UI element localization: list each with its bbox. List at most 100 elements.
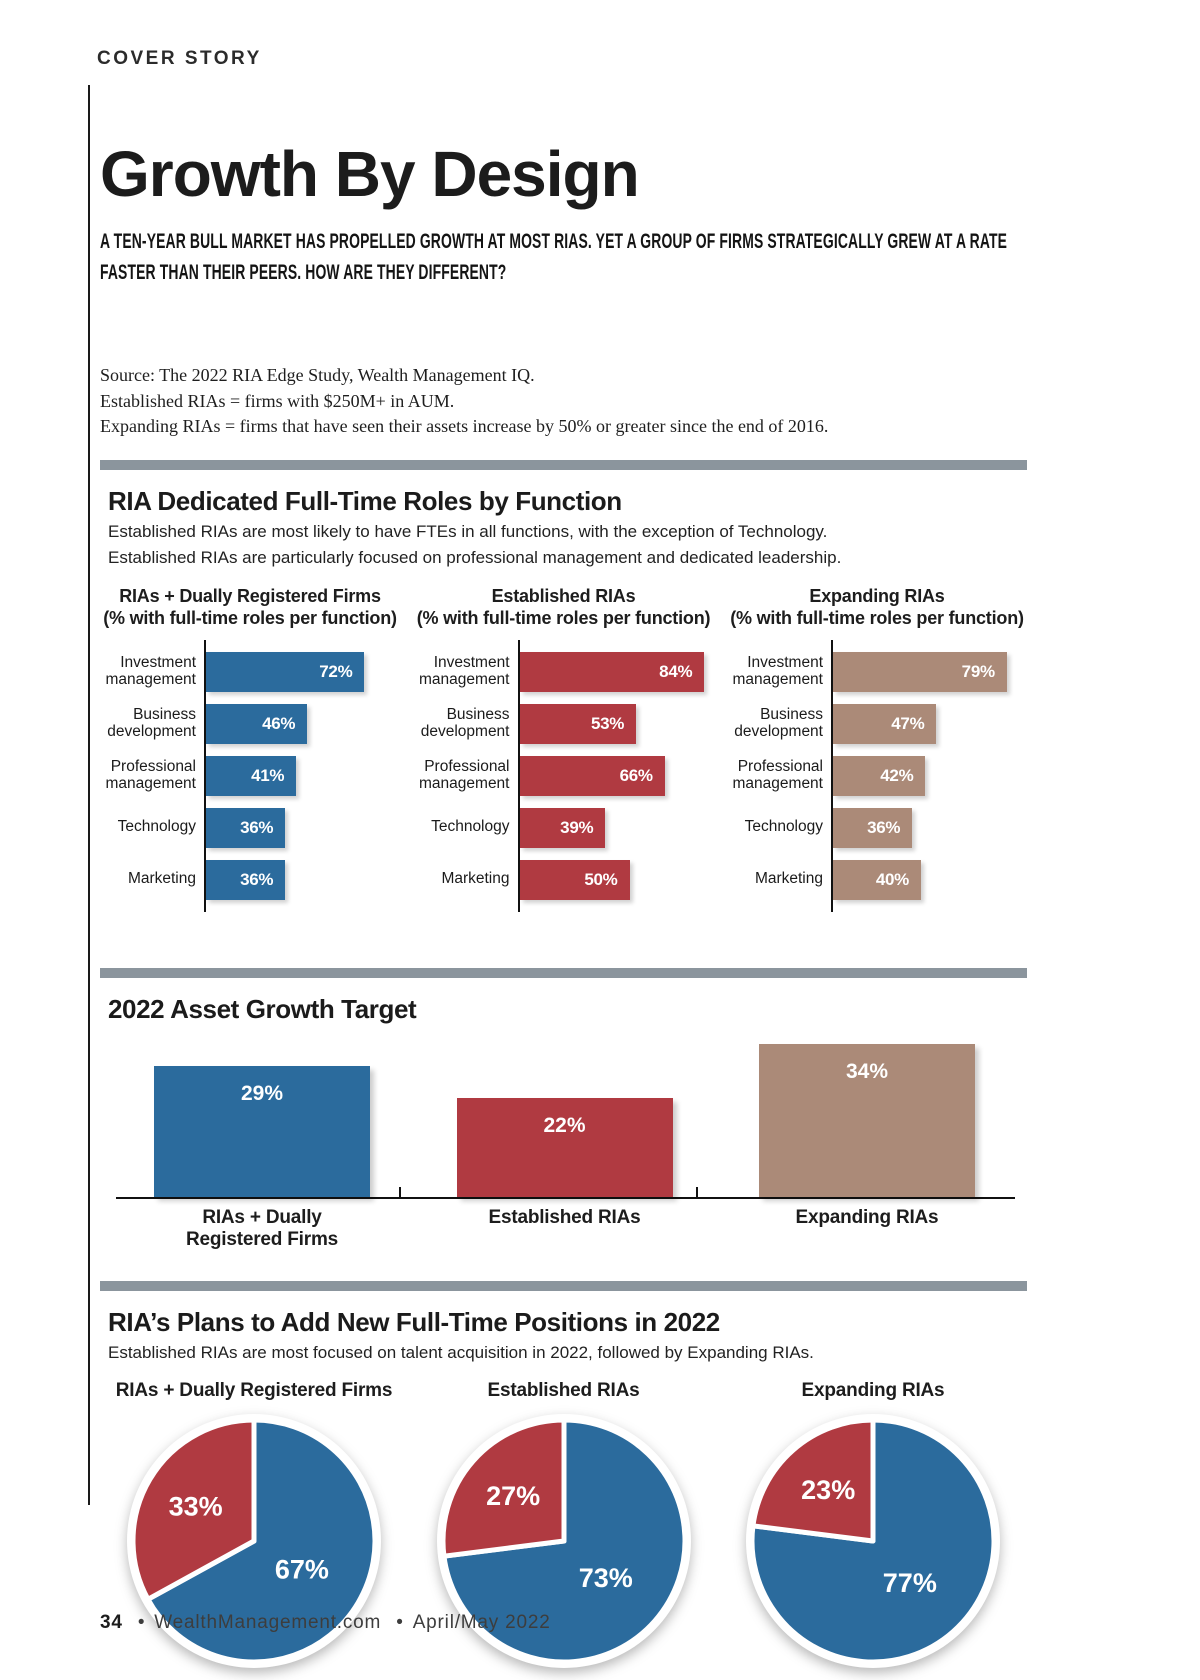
pie-chart: 67% 33% [127,1413,381,1668]
bar-row: Professional management 41% [100,750,400,802]
panel-body: Investment management 84% Business develop… [414,639,714,912]
bar-category-label: Marketing [754,870,823,888]
bar-row: Technology 39% [414,802,714,854]
section-title: RIA Dedicated Full-Time Roles by Functio… [108,485,622,516]
source-line: Established RIAs = firms with $250M+ in … [100,390,455,411]
section-new-positions: RIA’s Plans to Add New Full-Time Positio… [100,1280,1027,1677]
bar: 47% [833,703,937,744]
section-subtitle: Established RIAs are particularly focuse… [108,547,842,567]
bar-row: Professional management 42% [727,750,1027,802]
panel-title: RIAs + Dually Registered Firms (% with fu… [100,585,400,630]
bar-category-label: Investment management [419,654,510,688]
pie-slice-label: 73% [578,1563,632,1593]
panel-axis-note: (% with full-time roles per function) [730,608,1024,629]
axis-tick [695,1186,698,1199]
bar-value-label: 50% [584,869,618,889]
bar-value-label: 41% [251,765,285,785]
pie-slice-label: 23% [801,1475,855,1505]
vertical-bar: 34% [759,1043,975,1197]
bar-category-label: Professional management [105,758,196,792]
bar: 42% [833,755,926,796]
bar-value-label: 36% [240,869,274,889]
panel-title: Established RIAs (% with full-time roles … [414,585,714,630]
vertical-bar-category-label: Expanding RIAs [795,1206,939,1228]
bar-value-label: 36% [240,817,274,837]
bar: 84% [519,651,705,692]
section-title: RIA’s Plans to Add New Full-Time Positio… [108,1306,720,1337]
section-subtitle: Established RIAs are most focused on tal… [108,1342,814,1362]
bar-row: Investment management 84% [414,646,714,698]
section-roles-by-function: RIA Dedicated Full-Time Roles by Functio… [100,459,1027,912]
pie-slice [440,1417,566,1559]
bar: 79% [833,651,1007,692]
bar-row: Business development 47% [727,698,1027,750]
bar-category-label: Technology [117,818,196,836]
vertical-bar-chart: 29% 22% 34% [116,1031,1015,1199]
bar-row: Technology 36% [100,802,400,854]
vertical-bar-slot: 22% [456,1097,673,1197]
bar-category-label: Professional management [419,758,510,792]
footer-page-number: 34 [100,1612,123,1633]
vertical-bar-slot: 29% [154,1066,370,1197]
vertical-bar: 22% [456,1097,673,1197]
bar-category-label: Professional management [732,758,823,792]
bar-category-label: Marketing [127,870,196,888]
bar-value-label: 47% [891,713,925,733]
vertical-bar-slot: 34% [759,1043,975,1197]
bar-axis-line [204,639,206,912]
bar: 39% [519,807,606,848]
vertical-bar-category-label: Established RIAs [488,1206,641,1228]
bar: 41% [206,755,297,796]
bar: 36% [206,807,286,848]
panel-body: Investment management 72% Business develop… [100,639,400,912]
bar-axis-line [831,639,833,912]
bar-value-label: 66% [619,765,653,785]
pie-slice-label: 33% [169,1491,223,1521]
panel-title: Expanding RIAs (% with full-time roles pe… [727,585,1027,630]
pie-column-2: Expanding RIAs 77% 23% [723,1380,1023,1677]
vertical-bar-value-label: 34% [845,1059,889,1083]
source-block: Source: The 2022 RIA Edge Study, Wealth … [100,363,1027,440]
pie-column-1: Established RIAs 73% 27% [414,1380,714,1677]
bar-row: Business development 46% [100,698,400,750]
bar-category-label: Investment management [732,654,823,688]
bar-row: Marketing 40% [727,854,1027,906]
vertical-bar-value-label: 22% [543,1113,586,1137]
left-rule [88,85,90,1505]
page-footer: 34 • WealthManagement.com • April/May 2022 [100,1612,551,1634]
bar-row: Marketing 36% [100,854,400,906]
bar-axis-line [517,639,520,912]
footer-bullet: • [396,1612,404,1633]
pie-chart: 77% 23% [746,1413,1000,1668]
footer-site: WealthManagement.com [154,1612,382,1633]
bar-row: Investment management 72% [100,646,400,698]
bar-panel-1: Established RIAs (% with full-time roles … [414,585,714,912]
bar-value-label: 46% [262,713,296,733]
footer-bullet: • [137,1612,146,1633]
pie-slice-label: 77% [883,1568,937,1598]
bar: 40% [833,859,921,900]
axis-tick [399,1186,402,1199]
footer-issue: April/May 2022 [412,1612,551,1633]
pie-title: Established RIAs [487,1379,640,1401]
bar-value-label: 40% [875,869,909,889]
bar-category-label: Investment management [105,654,196,688]
bar-row: Investment management 79% [727,646,1027,698]
bar-row: Professional management 66% [414,750,714,802]
panel-title-line: Established RIAs [491,585,636,606]
page-title: Growth By Design [100,138,640,210]
bar-row: Technology 36% [727,802,1027,854]
bar-chart-panels: RIAs + Dually Registered Firms (% with fu… [100,585,1027,912]
source-line: Source: The 2022 RIA Edge Study, Wealth … [100,365,535,386]
section-divider [100,967,1027,978]
bar-category-label: Business development [420,706,510,740]
vertical-bar-labels: RIAs + Dually Registered Firms Establishe… [116,1207,1015,1251]
panel-axis-note: (% with full-time roles per function) [416,608,711,629]
pie-title: Expanding RIAs [801,1379,945,1401]
bar-value-label: 42% [880,765,914,785]
section-subtitle: Established RIAs are most likely to have… [108,521,828,541]
bar-category-label: Technology [744,818,823,836]
bar-value-label: 84% [659,661,693,681]
bar-panel-2: Expanding RIAs (% with full-time roles pe… [727,585,1027,912]
